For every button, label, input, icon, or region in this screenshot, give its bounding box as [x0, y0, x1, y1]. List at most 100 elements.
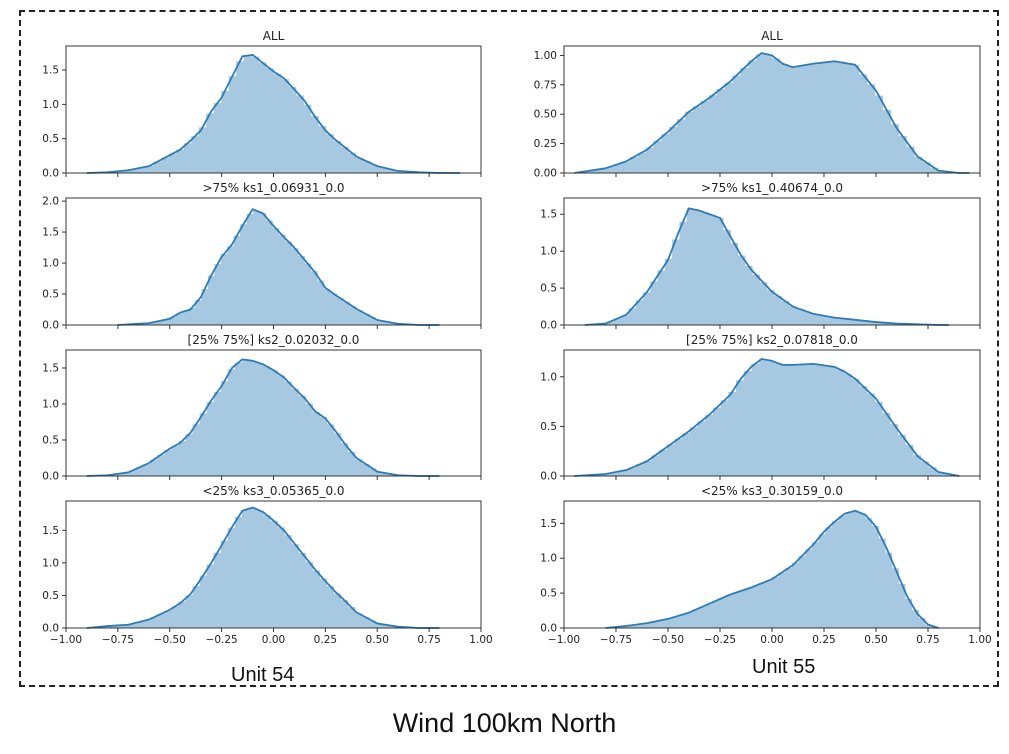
hist-bar	[393, 170, 401, 173]
hist-bar	[866, 393, 875, 476]
hist-bar	[388, 322, 395, 325]
hist-bar	[259, 213, 267, 325]
hist-bar	[854, 320, 862, 325]
hist-bar	[778, 572, 786, 628]
y-tick-label: 0.50	[534, 109, 557, 121]
hist-bar	[664, 258, 673, 325]
hist-bar	[310, 116, 319, 173]
hist-bar	[705, 603, 713, 628]
hist-bar	[883, 322, 891, 325]
hist-bar	[658, 620, 666, 628]
hist-bar	[758, 583, 766, 628]
hist-bar	[136, 467, 144, 476]
y-tick-label: 0.00	[534, 168, 557, 180]
hist-bar	[677, 119, 686, 173]
hist-bar	[643, 292, 651, 325]
hist-bar	[206, 402, 215, 476]
y-tick-label: 0.0	[540, 320, 557, 332]
hist-bar	[258, 62, 267, 173]
x-tick-label: 1.00	[968, 634, 991, 646]
subplot-title: [25% 75%] ks2_0.07818_0.0	[686, 333, 858, 347]
hist-bar	[811, 63, 820, 173]
hist-bar	[347, 607, 356, 628]
hist-bar	[285, 241, 292, 325]
hist-bar	[280, 79, 289, 173]
hist-bar	[139, 167, 147, 173]
hist-bar	[319, 578, 328, 628]
hist-bar	[291, 248, 299, 325]
y-tick-label: 1.0	[42, 99, 59, 111]
hist-bar	[674, 438, 683, 476]
hist-bar	[143, 620, 151, 628]
hist-bar	[905, 598, 913, 628]
hist-bar	[333, 433, 342, 476]
hist-bar	[169, 317, 177, 325]
subplot-6: 0.0 0.5 1.0 [25% 75%] ks2_0.07818_0.0	[540, 333, 981, 483]
subplot-1: 0.0 0.5 1.0 1.5 ALL	[42, 29, 482, 180]
hist-bar	[291, 388, 299, 476]
hist-bar	[116, 171, 125, 173]
hist-bar	[694, 210, 702, 325]
y-tick-label: 0.0	[540, 471, 557, 483]
hist-bar	[708, 95, 718, 173]
hist-bar	[788, 306, 797, 325]
hist-bar	[354, 613, 363, 628]
y-tick-label: 1.5	[42, 525, 59, 537]
hist-bar	[164, 449, 172, 476]
hist-bar	[659, 449, 668, 476]
hist-bar	[107, 625, 116, 628]
subplot-title: ALL	[761, 29, 783, 43]
hist-bar	[376, 472, 384, 476]
x-tick-label: 0.50	[366, 634, 389, 646]
hist-bar	[686, 208, 695, 325]
hist-bar	[370, 164, 379, 173]
hist-bar	[712, 407, 722, 476]
kde-line	[605, 509, 939, 629]
kde-line	[117, 208, 440, 326]
hist-bar	[745, 588, 753, 628]
hist-bar	[669, 126, 678, 173]
hist-bar	[249, 360, 257, 476]
x-tick-label: 0.00	[262, 634, 285, 646]
x-tick-label: 0.75	[916, 634, 939, 646]
hist-bar	[797, 364, 806, 476]
subplot-8: 0.0 0.5 1.0 1.5 −1.00 −0.75 −0.50 −0.25 0.00 0.25…	[540, 484, 991, 646]
hist-bar	[772, 58, 781, 173]
hist-bar	[811, 542, 819, 628]
hist-bar	[378, 167, 386, 173]
hist-bar	[263, 514, 271, 628]
hist-bar	[613, 164, 623, 173]
hist-bar	[330, 293, 337, 325]
hist-bar	[851, 510, 859, 628]
hist-bar	[925, 624, 933, 628]
hist-bar	[865, 518, 873, 628]
hist-bar	[697, 421, 706, 476]
hist-bar	[819, 62, 828, 173]
hist-bar	[303, 104, 312, 173]
hist-bar	[625, 625, 633, 628]
hist-bar	[150, 617, 158, 628]
hist-bar	[192, 424, 201, 476]
y-tick-label: 1.5	[42, 227, 59, 239]
unit-label-left: Unit 54	[231, 664, 295, 686]
y-tick-label: 1.5	[540, 209, 557, 221]
y-tick-label: 0.5	[42, 590, 59, 602]
hist-bar	[911, 609, 919, 628]
hist-bar	[715, 217, 724, 325]
hist-bar	[319, 416, 328, 476]
hist-bar	[913, 455, 922, 476]
hist-bar	[272, 228, 280, 325]
hist-bar	[832, 317, 840, 325]
hist-bar	[645, 147, 654, 173]
hist-bar	[835, 62, 844, 173]
hist-bar	[643, 460, 652, 476]
hist-bar	[812, 364, 822, 476]
hist-bar	[361, 617, 370, 628]
hist-bar	[920, 461, 929, 476]
hist-bar	[146, 165, 155, 173]
y-tick-label: 0.0	[540, 623, 557, 635]
kde-line	[574, 52, 970, 174]
hist-bar	[243, 55, 252, 173]
hist-bar	[781, 301, 790, 325]
